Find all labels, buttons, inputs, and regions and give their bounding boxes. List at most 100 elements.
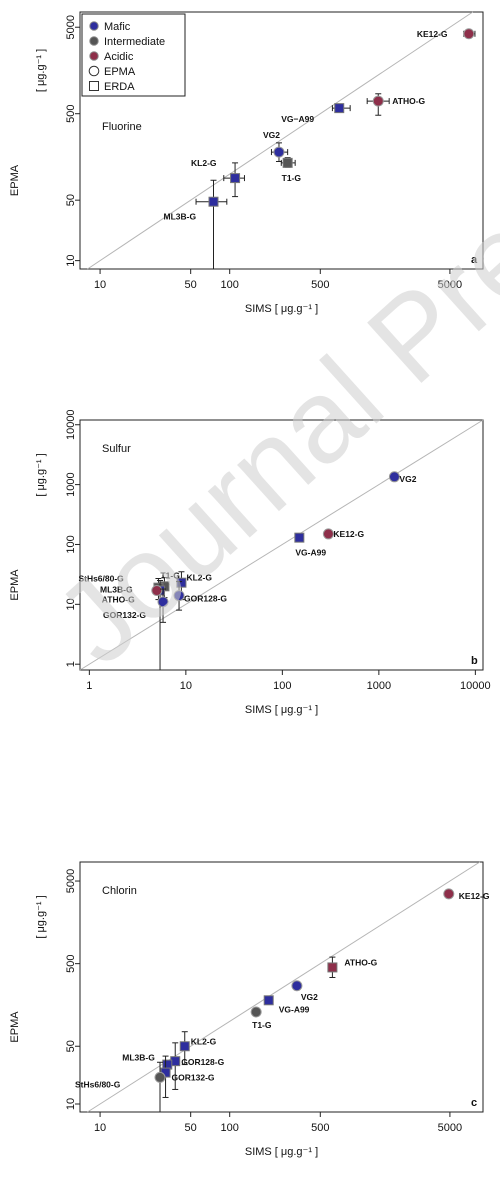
data-point-label: VG2: [399, 474, 416, 484]
legend-marker-mafic: [89, 21, 99, 31]
data-point-label: GOR128-G: [184, 594, 227, 604]
data-point-label: KE12-G: [459, 891, 490, 901]
data-point-label: KL2-G: [191, 1036, 217, 1046]
y-tick-label: 5000: [65, 869, 77, 893]
data-point-label: VG2: [263, 130, 280, 140]
x-axis-label: SIMS [ μg.g⁻¹ ]: [245, 303, 318, 315]
y-tick-label: 1: [65, 661, 77, 667]
y-tick-label: 500: [65, 105, 77, 123]
panel-title: Sulfur: [102, 443, 131, 455]
data-point-label: ATHO-G: [344, 957, 377, 967]
data-point-label: KL2-G: [186, 573, 212, 583]
data-point-label: KE12-G: [333, 529, 364, 539]
y-tick-label: 50: [65, 194, 77, 206]
data-point-label: ML3B-G: [122, 1053, 155, 1063]
x-axis-label: SIMS [ μg.g⁻¹ ]: [245, 1146, 318, 1158]
data-point-circle: [157, 596, 169, 608]
panel-letter: a: [471, 254, 478, 266]
x-tick-label: 10: [180, 680, 192, 692]
plot-frame: [79, 861, 484, 1113]
one-to-one-line: [87, 861, 481, 1113]
chart-panel-a: 10 50 100 500 5000 10 50 500 5000 SIMS [ μg.g⁻¹ ]…: [9, 11, 484, 315]
panel-letter: b: [471, 655, 478, 667]
legend-label: EPMA: [104, 66, 136, 78]
data-point-circle: [154, 1071, 166, 1083]
x-tick-label: 5000: [438, 279, 462, 291]
legend-marker-epma: [88, 65, 100, 77]
y-tick-label: 50: [65, 1040, 77, 1052]
data-point-label: KL2-G: [191, 158, 217, 168]
data-point-label: ATHO-G: [102, 595, 135, 605]
y-axis-unit: [ μg.g⁻¹ ]: [35, 453, 47, 496]
data-point-label: StHs6/80-G: [75, 1079, 121, 1089]
data-point-circle: [322, 528, 334, 540]
data-point-square: [282, 157, 293, 168]
y-tick-label: 10: [65, 1098, 77, 1110]
data-point-square: [294, 532, 305, 543]
legend-marker-erda: [89, 81, 99, 91]
x-tick-label: 500: [311, 1122, 329, 1134]
y-tick-label: 1000: [65, 472, 77, 496]
y-tick-label: 5000: [65, 15, 77, 39]
x-tick-label: 50: [185, 1122, 197, 1134]
one-to-one-line: [79, 419, 484, 671]
data-point-square: [208, 196, 219, 207]
data-point-circle: [388, 471, 400, 483]
data-point-label: T1-G: [160, 570, 180, 580]
x-tick-label: 100: [273, 680, 291, 692]
data-point-label: GOR132-G: [103, 610, 146, 620]
data-point-square: [230, 173, 241, 184]
data-point-label: T1-G: [252, 1020, 272, 1030]
panel-title: Chlorin: [102, 885, 137, 897]
y-tick-label: 10: [65, 598, 77, 610]
x-tick-label: 1000: [367, 680, 391, 692]
x-tick-label: 10: [94, 1122, 106, 1134]
data-point-label: T1-G: [282, 173, 302, 183]
data-point-label: VG−A99: [281, 114, 314, 124]
data-point-label: VG-A99: [279, 1004, 310, 1014]
legend-box: [81, 13, 186, 97]
x-tick-label: 50: [185, 279, 197, 291]
legend-label: Intermediate: [104, 36, 165, 48]
data-point-circle: [372, 95, 384, 107]
data-point-circle: [151, 585, 163, 597]
x-tick-label: 5000: [438, 1122, 462, 1134]
data-point-circle: [463, 28, 475, 40]
chart-panel-b: 1 10 100 1000 10000 1 10 100 1000 10000 SIMS [ μg.…: [9, 409, 491, 716]
data-point-square: [334, 103, 345, 114]
data-point-circle: [173, 590, 185, 602]
data-point-label: ATHO-G: [392, 96, 425, 106]
data-point-square: [327, 962, 338, 973]
y-tick-label: 500: [65, 954, 77, 972]
legend-label: Acidic: [104, 51, 134, 63]
legend-label: ERDA: [104, 81, 135, 93]
y-tick-label: 100: [65, 535, 77, 553]
legend: Mafic Intermediate Acidic EPMA ERDA: [81, 13, 186, 97]
data-point-label: KE12-G: [417, 29, 448, 39]
plot-frame: [79, 11, 484, 270]
x-tick-label: 100: [221, 1122, 239, 1134]
data-point-label: StHs6/80-G: [78, 574, 124, 584]
y-tick-label: 10000: [65, 409, 77, 440]
y-axis-label: EPMA: [9, 1011, 21, 1043]
legend-label: Mafic: [104, 21, 131, 33]
data-point-label: GOR132-G: [172, 1073, 215, 1083]
data-point-circle: [250, 1006, 262, 1018]
data-point-square: [176, 577, 187, 588]
data-point-label: VG2: [301, 992, 318, 1002]
panel-letter: c: [471, 1097, 477, 1109]
data-point-label: ML3B-G: [100, 585, 133, 595]
x-tick-label: 500: [311, 279, 329, 291]
data-point-label: ML3B-G: [164, 212, 197, 222]
x-tick-label: 10: [94, 279, 106, 291]
data-point-circle: [443, 888, 455, 900]
data-point-square: [179, 1041, 190, 1052]
x-tick-label: 10000: [460, 680, 491, 692]
one-to-one-line: [87, 11, 474, 270]
y-axis-label: EPMA: [9, 569, 21, 601]
y-tick-label: 10: [65, 254, 77, 266]
data-point-square: [263, 995, 274, 1006]
y-axis-unit: [ μg.g⁻¹ ]: [35, 49, 47, 92]
plot-frame: [79, 419, 484, 671]
